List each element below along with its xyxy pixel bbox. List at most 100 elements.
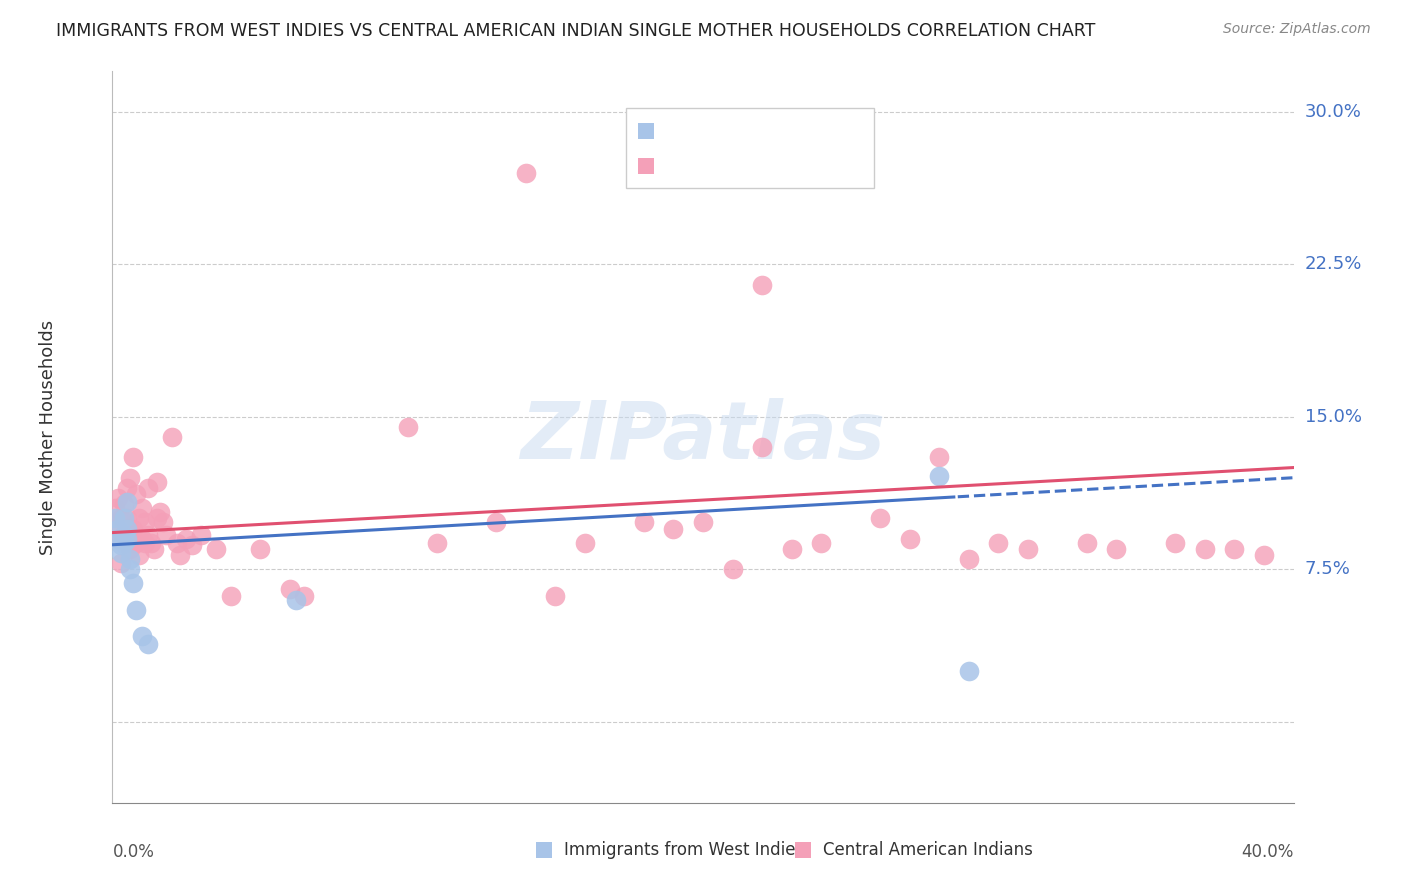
Point — [219, 589, 242, 603]
Text: 15.0%: 15.0% — [1305, 408, 1361, 425]
Point — [155, 527, 177, 541]
Point — [112, 527, 135, 541]
Point — [112, 535, 135, 549]
Point — [117, 481, 138, 495]
Point — [869, 511, 891, 525]
Point — [810, 535, 832, 549]
Point — [107, 532, 129, 546]
Point — [169, 548, 191, 562]
Point — [1076, 535, 1098, 549]
Point — [122, 521, 145, 535]
Point — [134, 535, 156, 549]
Point — [112, 527, 135, 541]
Point — [136, 481, 159, 495]
Point — [1223, 541, 1246, 556]
Point — [131, 629, 153, 643]
Point — [110, 546, 132, 560]
Point — [721, 562, 744, 576]
Point — [485, 516, 508, 530]
Point — [120, 521, 142, 535]
Point — [181, 538, 204, 552]
Point — [117, 521, 138, 535]
Point — [128, 548, 150, 562]
Point — [125, 487, 148, 501]
Point — [284, 592, 307, 607]
Point — [120, 541, 142, 556]
Point — [112, 511, 135, 525]
Point — [104, 511, 127, 525]
Point — [117, 535, 138, 549]
Text: Source: ZipAtlas.com: Source: ZipAtlas.com — [1223, 22, 1371, 37]
Text: N =: N = — [776, 158, 830, 176]
Point — [633, 516, 655, 530]
Text: 0.147: 0.147 — [714, 122, 768, 140]
Text: Immigrants from West Indies: Immigrants from West Indies — [564, 841, 804, 859]
Text: 22.5%: 22.5% — [1305, 255, 1362, 273]
Point — [142, 541, 165, 556]
Point — [122, 450, 145, 465]
Point — [780, 541, 803, 556]
Text: Single Mother Households: Single Mother Households — [38, 319, 56, 555]
Point — [107, 521, 129, 535]
Point — [544, 589, 567, 603]
Point — [1105, 541, 1128, 556]
Point — [396, 420, 419, 434]
Point — [136, 637, 159, 651]
Point — [515, 166, 537, 180]
Point — [662, 521, 685, 535]
Point — [174, 532, 197, 546]
Point — [149, 505, 172, 519]
Point — [166, 535, 188, 549]
Point — [104, 501, 127, 516]
Point — [426, 535, 449, 549]
Text: IMMIGRANTS FROM WEST INDIES VS CENTRAL AMERICAN INDIAN SINGLE MOTHER HOUSEHOLDS : IMMIGRANTS FROM WEST INDIES VS CENTRAL A… — [56, 22, 1095, 40]
Text: ZIPatlas: ZIPatlas — [520, 398, 886, 476]
Point — [957, 552, 980, 566]
Text: R =: R = — [676, 158, 711, 176]
Point — [125, 535, 148, 549]
Point — [110, 538, 132, 552]
Text: Central American Indians: Central American Indians — [824, 841, 1033, 859]
Text: R =: R = — [676, 122, 711, 140]
Point — [278, 582, 301, 597]
Text: 40.0%: 40.0% — [1241, 843, 1294, 861]
Point — [146, 475, 169, 489]
Point — [1164, 535, 1187, 549]
Point — [110, 511, 132, 525]
Point — [987, 535, 1010, 549]
Text: 19: 19 — [851, 122, 873, 140]
Point — [112, 497, 135, 511]
Point — [928, 468, 950, 483]
Point — [898, 532, 921, 546]
Text: 68: 68 — [851, 158, 873, 176]
Point — [128, 511, 150, 525]
Point — [120, 562, 142, 576]
Point — [678, 136, 700, 150]
FancyBboxPatch shape — [626, 108, 875, 188]
Point — [1253, 548, 1275, 562]
Point — [107, 491, 129, 505]
Point — [117, 532, 138, 546]
Text: 0.130: 0.130 — [714, 158, 768, 176]
Text: 0.0%: 0.0% — [112, 843, 155, 861]
Point — [136, 527, 159, 541]
Point — [131, 532, 153, 546]
Point — [117, 495, 138, 509]
Point — [134, 516, 156, 530]
Point — [146, 511, 169, 525]
Point — [190, 527, 212, 541]
Point — [574, 535, 596, 549]
Point — [751, 440, 773, 454]
Text: 7.5%: 7.5% — [1305, 560, 1351, 578]
Point — [751, 277, 773, 292]
Point — [122, 576, 145, 591]
Point — [139, 535, 162, 549]
Text: 30.0%: 30.0% — [1305, 103, 1361, 121]
Point — [205, 541, 228, 556]
Point — [160, 430, 183, 444]
Point — [110, 556, 132, 570]
Point — [928, 450, 950, 465]
Point — [131, 501, 153, 516]
Point — [957, 664, 980, 678]
Point — [125, 603, 148, 617]
